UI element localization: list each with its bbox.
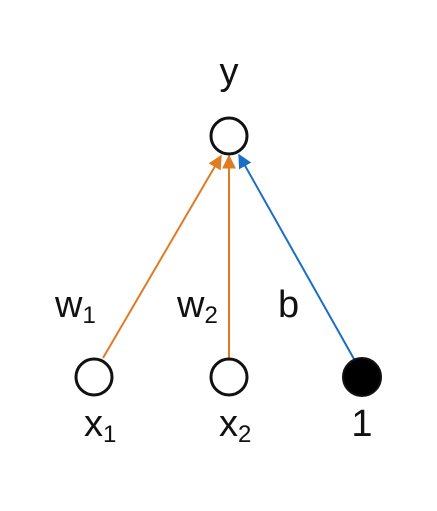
- input-x2-base: x: [219, 403, 238, 445]
- output-node-y: [209, 116, 249, 156]
- edge-bias-to-y: [238, 153, 355, 360]
- input-node-x1: [74, 357, 114, 397]
- input-x2-subscript: 2: [238, 421, 251, 448]
- weight-label-w1: w1: [54, 284, 96, 329]
- weight-w1-base: w: [54, 284, 83, 326]
- input-label-x2: x2: [219, 403, 251, 448]
- bias-weight-label: b: [278, 284, 299, 326]
- input-x1-base: x: [84, 403, 103, 445]
- input-node-x2: [209, 357, 249, 397]
- input-x1-subscript: 1: [103, 421, 116, 448]
- edge-x1-to-y: [102, 154, 222, 359]
- weight-w1-subscript: 1: [82, 302, 95, 329]
- bias-node: [342, 357, 382, 397]
- weight-label-w2: w2: [176, 284, 218, 329]
- weight-w2-subscript: 2: [204, 302, 217, 329]
- weight-w2-base: w: [176, 284, 205, 326]
- input-label-x1: x1: [84, 403, 116, 448]
- bias-input-label: 1: [351, 403, 372, 445]
- output-label: y: [220, 51, 239, 93]
